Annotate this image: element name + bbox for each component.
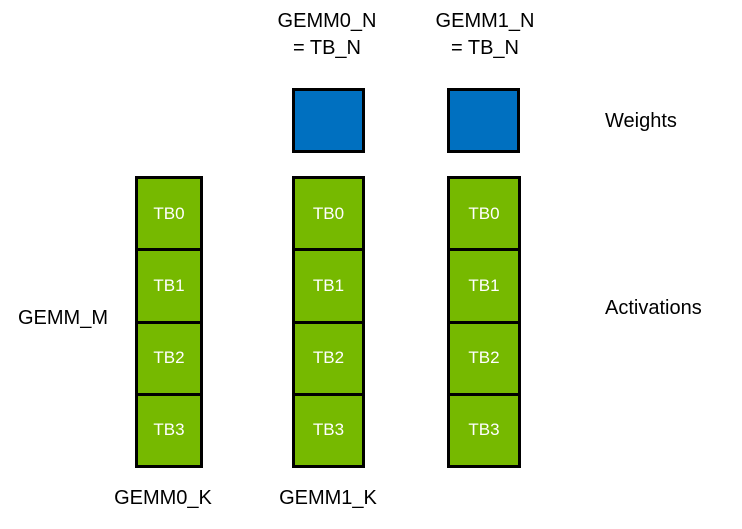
thread-block-cell: TB0 [153,203,185,223]
activations-column-0: TB0 TB1 TB2 TB3 [135,176,203,468]
gemm0-k-label: GEMM0_K [114,487,212,509]
thread-block-cell: TB2 [450,320,518,393]
thread-block-cell: TB1 [295,248,362,320]
gemm0-n-label-line1: GEMM0_N [277,10,377,32]
gemm1-n-label-line2: = TB_N [451,37,519,59]
thread-block-cell: TB3 [138,392,200,465]
thread-block-cell: TB0 [468,203,500,223]
thread-block-cell: TB2 [138,320,200,393]
gemm1-n-label-line1: GEMM1_N [435,10,535,32]
thread-block-cell: TB2 [295,320,362,393]
activations-column-1: TB0 TB1 TB2 TB3 [292,176,365,468]
thread-block-cell: TB1 [138,248,200,320]
weights-block-gemm0 [292,88,365,153]
weights-label: Weights [605,110,677,132]
gemm-m-label: GEMM_M [18,307,108,329]
weights-block-gemm1 [447,88,520,153]
thread-block-cell: TB3 [450,392,518,465]
thread-block-cell: TB3 [295,392,362,465]
thread-block-cell: TB0 [312,203,345,223]
gemm1-n-label: GEMM1_N = TB_N [405,8,565,62]
gemm1-k-label: GEMM1_K [279,487,377,509]
gemm0-n-label: GEMM0_N = TB_N [247,8,407,62]
activations-label: Activations [605,297,702,319]
gemm0-n-label-line2: = TB_N [293,37,361,59]
activations-column-2: TB0 TB1 TB2 TB3 [447,176,521,468]
thread-block-cell: TB1 [450,248,518,320]
